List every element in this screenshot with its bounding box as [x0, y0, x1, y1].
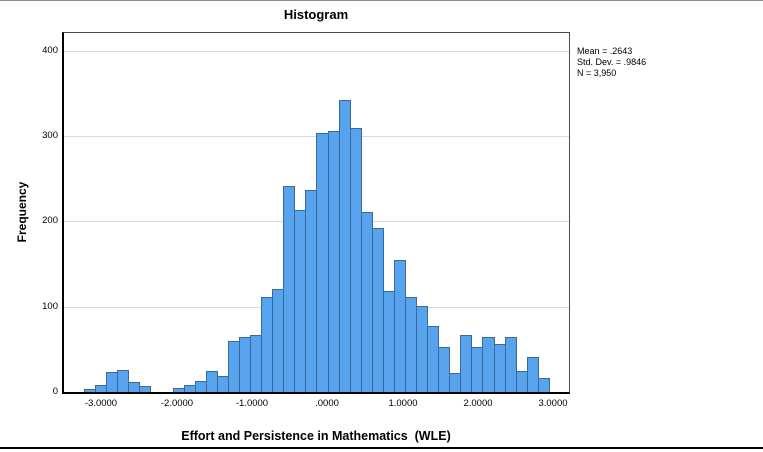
- plot-inner: [64, 33, 569, 392]
- histogram-bar: [537, 377, 550, 392]
- plot-area: [62, 32, 570, 394]
- chart-title: Histogram: [283, 7, 349, 22]
- histogram-bar: [117, 369, 130, 392]
- y-tick-label: 400: [42, 45, 58, 56]
- histogram-bar: [526, 357, 539, 392]
- y-tick-label: 200: [42, 215, 58, 226]
- y-tick-label: 0: [52, 386, 58, 397]
- x-tick-label: 2.0000: [463, 398, 493, 409]
- gridline-y-400: [64, 51, 569, 52]
- x-tick-label: .0000: [315, 398, 339, 409]
- bottom-divider: [0, 447, 763, 449]
- histogram-bar: [504, 337, 517, 392]
- y-tick-label: 300: [42, 130, 58, 141]
- y-axis-title: Frequency: [15, 181, 29, 243]
- stats-box: Mean = .2643 Std. Dev. = .9846 N = 3,950: [577, 46, 646, 79]
- x-tick-label: 3.0000: [538, 398, 568, 409]
- y-tick-label: 100: [42, 301, 58, 312]
- top-divider: [0, 0, 763, 1]
- x-tick-label: -1.0000: [235, 398, 269, 409]
- histogram-bar: [139, 386, 152, 392]
- stat-std-dev: Std. Dev. = .9846: [577, 57, 647, 67]
- x-tick-label: 1.0000: [388, 398, 418, 409]
- stat-n: N = 3,950: [577, 68, 617, 78]
- x-axis-title: Effort and Persistence in Mathematics (W…: [181, 429, 451, 443]
- histogram-bar: [438, 346, 451, 392]
- x-tick-label: -3.0000: [84, 398, 118, 409]
- x-tick-label: -2.0000: [160, 398, 194, 409]
- stat-mean: Mean = .2643: [577, 46, 633, 56]
